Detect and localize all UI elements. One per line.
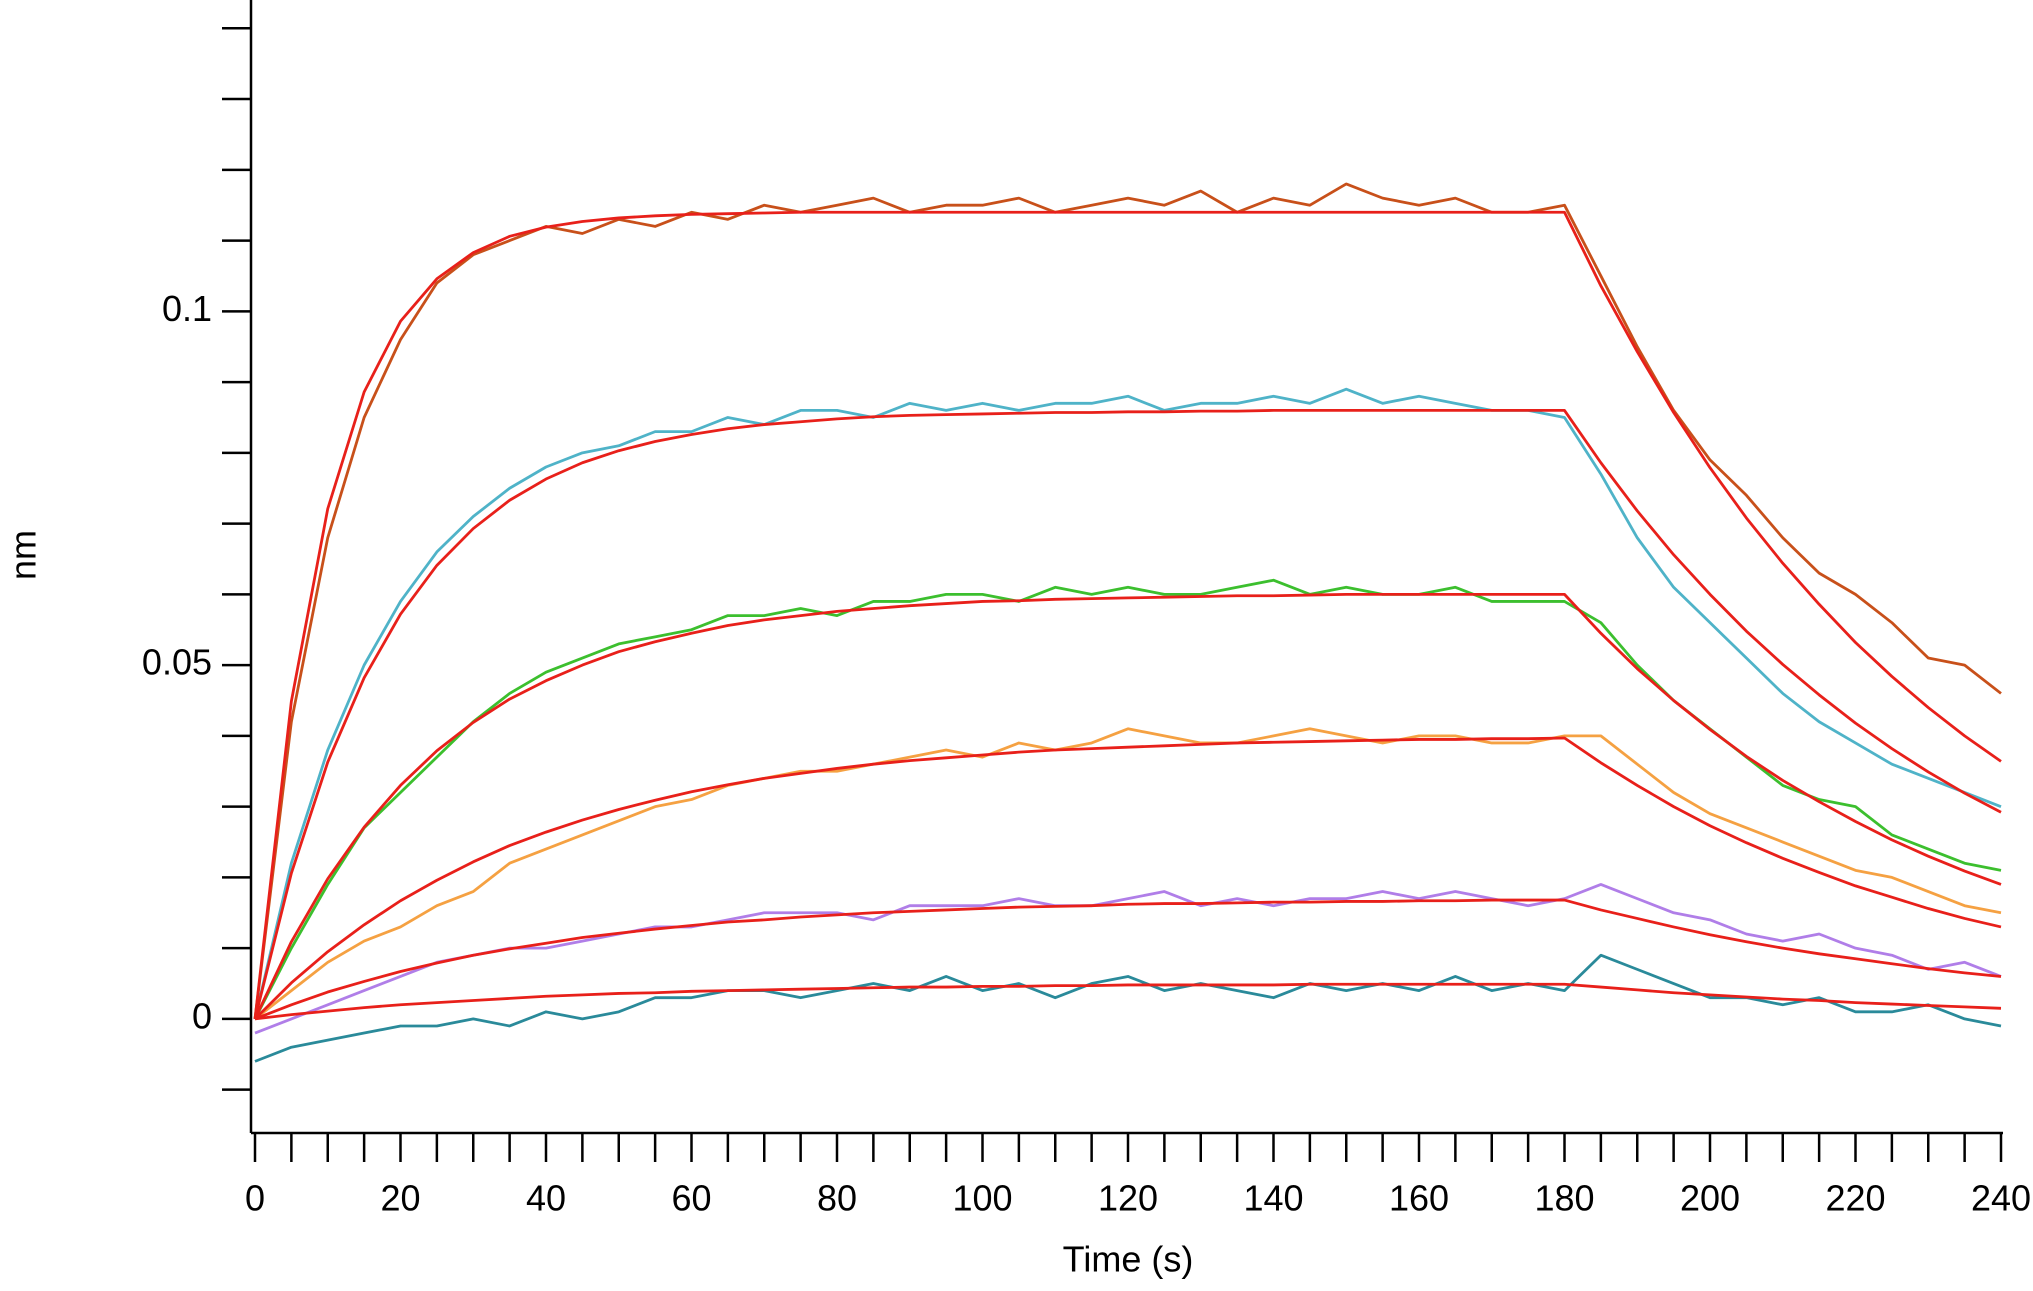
x-axis-label: Time (s) [1063,1239,1194,1280]
series-line [254,953,2002,1063]
series-line [253,408,2002,1020]
series-line [253,210,2002,1020]
series-line [254,727,2002,1021]
y-tick-label: 0 [192,995,212,1036]
x-tick-label: 60 [671,1178,711,1219]
series-line [253,387,2002,1020]
x-tick-label: 180 [1534,1178,1594,1219]
x-tick-label: 0 [245,1178,265,1219]
series-line [254,883,2002,1035]
series-line [253,592,2002,1020]
series-line [254,736,2002,1020]
x-tick-label: 160 [1389,1178,1449,1219]
x-tick-label: 200 [1680,1178,1740,1219]
x-tick-label: 40 [526,1178,566,1219]
y-tick-label: 0.05 [142,642,212,683]
x-tick-label: 20 [380,1178,420,1219]
series-line [254,898,2002,1021]
series-line [254,982,2002,1021]
x-tick-label: 80 [817,1178,857,1219]
x-tick-label: 240 [1971,1178,2031,1219]
y-tick-label: 0.1 [162,288,212,329]
x-tick-label: 140 [1243,1178,1303,1219]
series-line [253,182,2002,1020]
x-tick-label: 120 [1098,1178,1158,1219]
series-line [253,578,2002,1020]
y-axis-label: nm [3,530,44,580]
x-tick-label: 100 [952,1178,1012,1219]
x-tick-label: 220 [1825,1178,1885,1219]
